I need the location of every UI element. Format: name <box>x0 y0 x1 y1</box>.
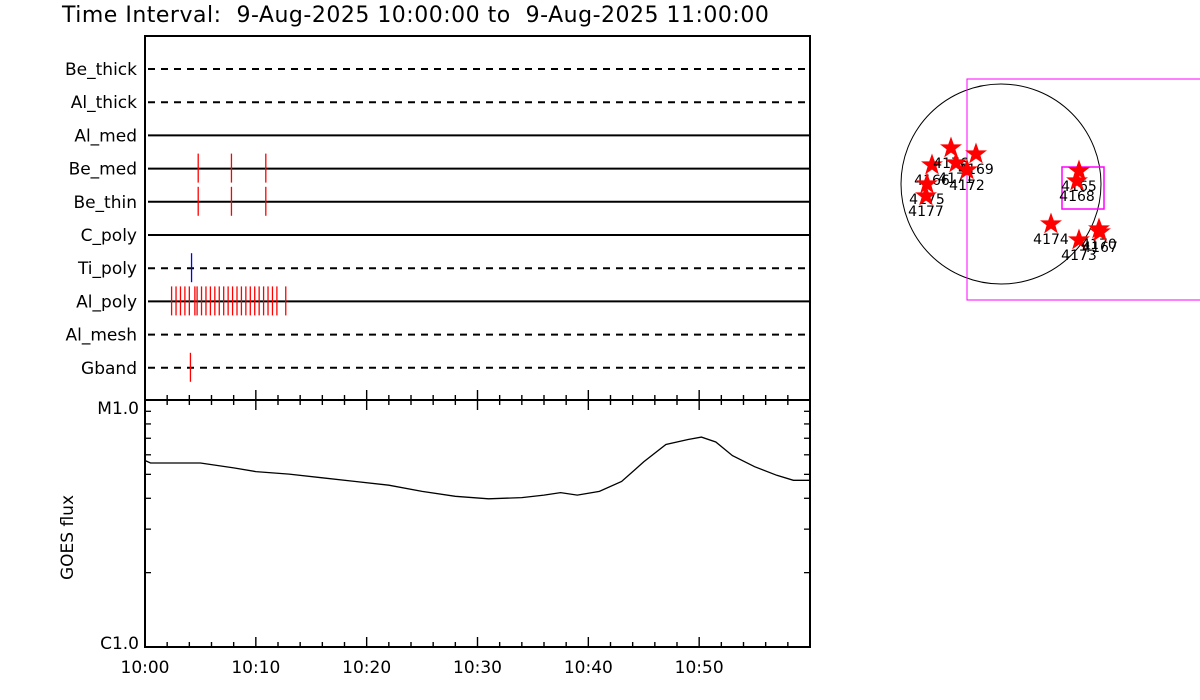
row-label-al_mesh: Al_mesh <box>65 326 137 346</box>
goes-flux-line <box>144 436 810 500</box>
active-region-star-4177 <box>915 184 937 206</box>
instrument-fov-box <box>966 78 1200 301</box>
row-label-gband: Gband <box>81 359 137 379</box>
goes-xtick-label-5: 10:50 <box>675 658 724 678</box>
goes-xtick-label-3: 10:30 <box>453 658 502 678</box>
active-region-label-4170: 4170 <box>1081 237 1117 253</box>
active-region-star-4176 <box>940 136 962 158</box>
goes-xtick-label-0: 10:00 <box>121 658 170 678</box>
goes-flux-panel: M1.0 C1.0 GOES flux 10:00 10:10 10:20 10:30 10:… <box>58 399 811 678</box>
active-region-star-4166 <box>921 153 943 175</box>
row-label-al_med: Al_med <box>74 126 137 146</box>
filter-timeline-panel: Be_thick Al_thick Al_med Be_med Be_thin C_pol… <box>65 35 811 401</box>
target-fov-box <box>1061 166 1105 210</box>
active-region-label-4167: 4167 <box>1082 240 1118 256</box>
active-region-label-4173: 4173 <box>1061 248 1097 264</box>
goes-xtick-label-1: 10:10 <box>231 658 280 678</box>
active-region-star-4172 <box>956 158 978 180</box>
row-label-be_thin: Be_thin <box>73 193 137 213</box>
row-label-be_med: Be_med <box>69 160 137 180</box>
row-label-al_thick: Al_thick <box>71 93 137 113</box>
active-region-label-4168: 4168 <box>1059 189 1095 205</box>
goes-xtick-label-2: 10:20 <box>342 658 391 678</box>
active-region-star-4167 <box>1089 220 1111 242</box>
active-region-star-4169 <box>965 142 987 164</box>
row-label-c_poly: C_poly <box>81 226 137 246</box>
solar-disk-map: 4166417641714175417741694172416541684174… <box>900 78 1200 301</box>
active-region-star-4171 <box>945 151 967 173</box>
active-region-label-4174: 4174 <box>1033 232 1069 248</box>
active-region-label-4177: 4177 <box>908 204 944 220</box>
goes-ylabel: GOES flux <box>58 495 78 580</box>
active-region-label-4165: 4165 <box>1061 179 1097 195</box>
goes-frame <box>144 399 811 648</box>
active-region-star-4174 <box>1040 212 1062 234</box>
time-interval-title: Time Interval: 9-Aug-2025 10:00:00 to 9-… <box>62 3 770 28</box>
row-label-be_thick: Be_thick <box>65 60 137 80</box>
active-region-star-4173 <box>1068 228 1090 250</box>
goes-xtick-label-4: 10:40 <box>564 658 613 678</box>
active-region-star-4165 <box>1068 159 1090 181</box>
goes-ytick-label-bottom: C1.0 <box>100 634 139 654</box>
timeline-frame <box>144 35 811 401</box>
row-label-al_poly: Al_poly <box>76 292 137 312</box>
row-label-ti_poly: Ti_poly <box>77 259 137 279</box>
active-region-label-4172: 4172 <box>949 178 985 194</box>
solar-limb-circle <box>900 83 1102 285</box>
goes-ytick-label-top: M1.0 <box>97 399 139 419</box>
active-region-star-4168 <box>1066 169 1088 191</box>
